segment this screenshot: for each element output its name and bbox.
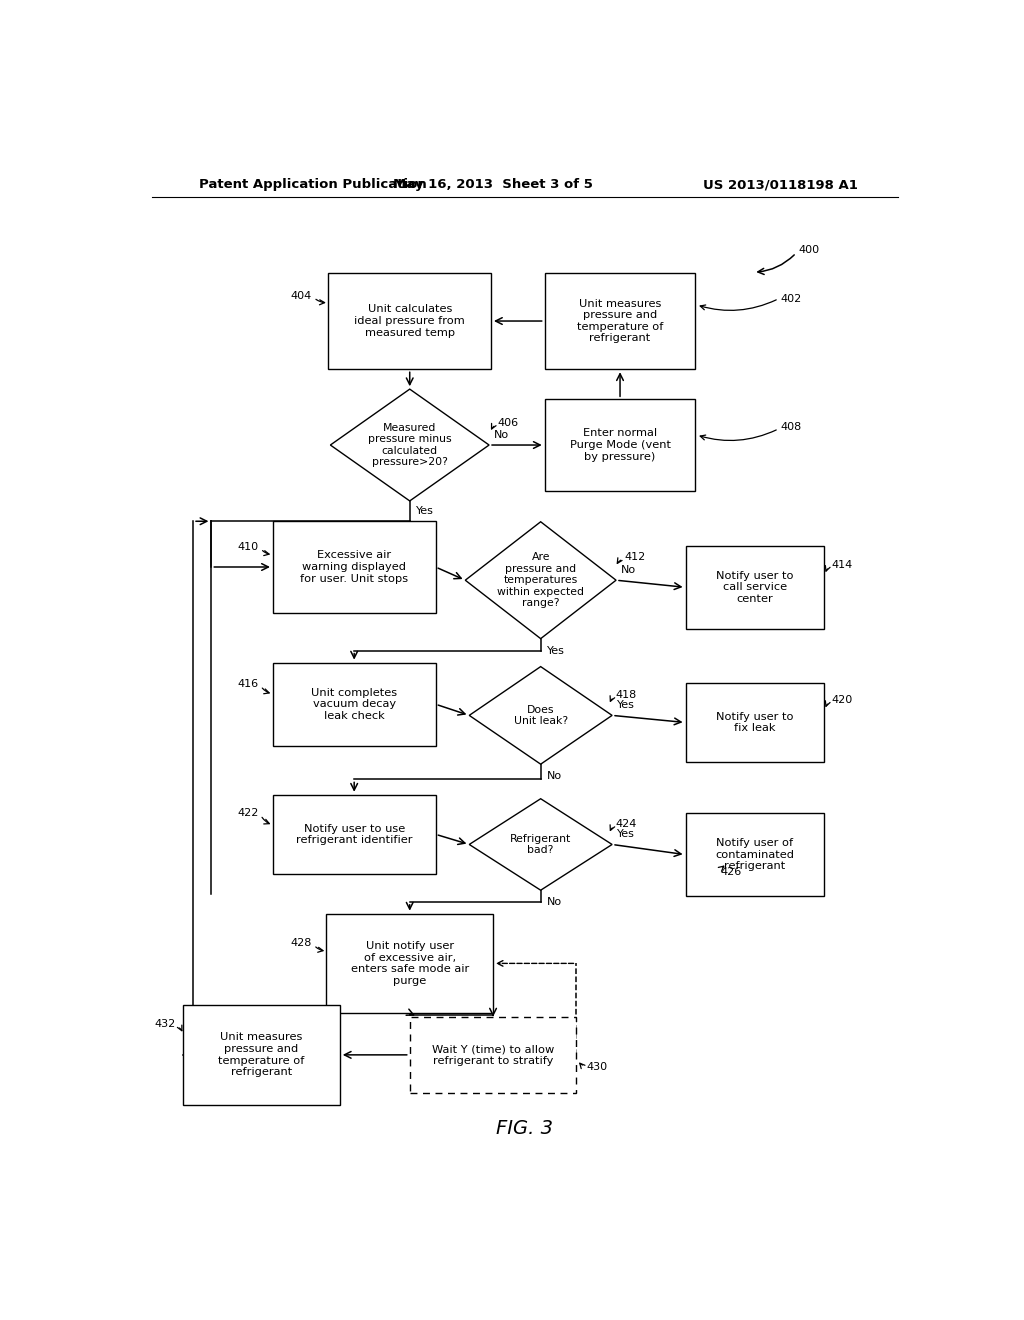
Bar <box>685 682 824 762</box>
Text: Does
Unit leak?: Does Unit leak? <box>514 705 567 726</box>
Text: Unit measures
pressure and
temperature of
refrigerant: Unit measures pressure and temperature o… <box>577 298 664 343</box>
Text: 400: 400 <box>799 246 820 255</box>
Text: 408: 408 <box>780 421 802 432</box>
Text: Excessive air
warning displayed
for user. Unit stops: Excessive air warning displayed for user… <box>300 550 409 583</box>
Text: 404: 404 <box>291 290 312 301</box>
Text: 414: 414 <box>831 560 852 570</box>
Text: Unit calculates
ideal pressure from
measured temp: Unit calculates ideal pressure from meas… <box>354 305 465 338</box>
Text: FIG. 3: FIG. 3 <box>497 1118 553 1138</box>
Bar <box>272 663 435 746</box>
Text: 416: 416 <box>238 678 259 689</box>
Text: Yes: Yes <box>616 700 635 710</box>
Text: Notify user to
fix leak: Notify user to fix leak <box>716 711 794 734</box>
Text: Are
pressure and
temperatures
within expected
range?: Are pressure and temperatures within exp… <box>498 552 584 609</box>
Text: No: No <box>494 430 509 440</box>
Text: 406: 406 <box>497 417 518 428</box>
Text: No: No <box>547 771 562 781</box>
Text: No: No <box>621 565 636 576</box>
Text: No: No <box>547 898 562 907</box>
Text: Unit notify user
of excessive air,
enters safe mode air
purge: Unit notify user of excessive air, enter… <box>350 941 469 986</box>
Polygon shape <box>465 521 616 639</box>
Text: Notify user to use
refrigerant identifier: Notify user to use refrigerant identifie… <box>296 824 413 845</box>
Text: 420: 420 <box>831 696 852 705</box>
Text: 418: 418 <box>615 690 637 700</box>
Bar <box>272 795 435 874</box>
Polygon shape <box>331 389 489 500</box>
Text: 428: 428 <box>291 939 312 948</box>
Text: Notify user to
call service
center: Notify user to call service center <box>716 570 794 605</box>
Text: Yes: Yes <box>616 829 635 840</box>
Text: Unit completes
vacuum decay
leak check: Unit completes vacuum decay leak check <box>311 688 397 721</box>
Text: 424: 424 <box>615 820 637 829</box>
Bar <box>685 545 824 630</box>
Bar <box>327 913 493 1014</box>
Text: Yes: Yes <box>547 645 565 656</box>
Text: 430: 430 <box>587 1063 608 1072</box>
Text: 412: 412 <box>624 552 645 562</box>
Bar <box>272 521 435 612</box>
Bar <box>685 813 824 896</box>
Text: 426: 426 <box>720 867 741 876</box>
Text: Wait Y (time) to allow
refrigerant to stratify: Wait Y (time) to allow refrigerant to st… <box>432 1044 554 1065</box>
Bar <box>545 399 695 491</box>
Text: Refrigerant
bad?: Refrigerant bad? <box>510 834 571 855</box>
Bar <box>182 1005 340 1105</box>
Text: 422: 422 <box>238 808 259 818</box>
Text: Notify user of
contaminated
refrigerant: Notify user of contaminated refrigerant <box>716 838 795 871</box>
Bar <box>410 1016 577 1093</box>
Text: Enter normal
Purge Mode (vent
by pressure): Enter normal Purge Mode (vent by pressur… <box>569 429 671 462</box>
Bar <box>545 273 695 370</box>
Polygon shape <box>469 799 612 890</box>
Text: Measured
pressure minus
calculated
pressure>20?: Measured pressure minus calculated press… <box>368 422 452 467</box>
Text: Unit measures
pressure and
temperature of
refrigerant: Unit measures pressure and temperature o… <box>218 1032 304 1077</box>
Text: May 16, 2013  Sheet 3 of 5: May 16, 2013 Sheet 3 of 5 <box>393 178 593 191</box>
Bar <box>329 273 492 370</box>
Text: 410: 410 <box>238 541 259 552</box>
Text: 432: 432 <box>155 1019 176 1030</box>
Text: 402: 402 <box>780 293 802 304</box>
Polygon shape <box>469 667 612 764</box>
Text: US 2013/0118198 A1: US 2013/0118198 A1 <box>703 178 858 191</box>
Text: Patent Application Publication: Patent Application Publication <box>200 178 427 191</box>
Text: Yes: Yes <box>416 506 434 516</box>
